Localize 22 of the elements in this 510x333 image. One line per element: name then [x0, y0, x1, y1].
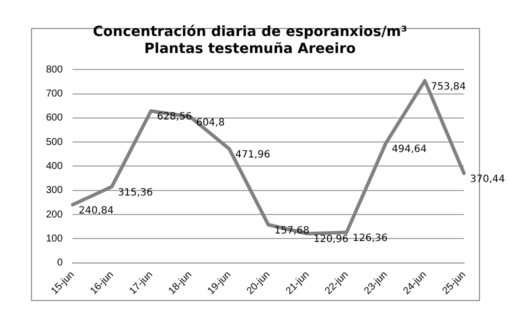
data-label: 628,56	[156, 112, 192, 123]
data-label: 471,96	[235, 149, 270, 160]
data-label: 240,84	[78, 205, 114, 216]
y-tick-label: 800	[46, 64, 64, 76]
data-label: 126,36	[352, 232, 388, 244]
data-label: 315,36	[118, 187, 153, 198]
y-tick-label: 0	[57, 258, 64, 269]
y-tick-label: 400	[46, 160, 64, 172]
y-tick-label: 500	[46, 136, 64, 148]
y-tick-label: 600	[46, 112, 64, 124]
data-label: 370,44	[470, 174, 505, 185]
data-label: 120,96	[313, 234, 348, 246]
chart-subtitle: Plantas testemuña Areeiro	[144, 40, 356, 57]
y-tick-label: 300	[46, 185, 64, 196]
y-tick-label: 200	[46, 209, 64, 220]
data-label: 157,68	[274, 225, 310, 236]
y-tick-label: 100	[46, 233, 64, 244]
data-label: 494,64	[392, 144, 427, 155]
y-tick-label: 700	[46, 88, 64, 100]
data-label: 753,84	[430, 81, 466, 92]
chart-title: Concentración diaria de esporanxios/m³	[92, 24, 408, 40]
data-label: 604,8	[196, 117, 225, 128]
